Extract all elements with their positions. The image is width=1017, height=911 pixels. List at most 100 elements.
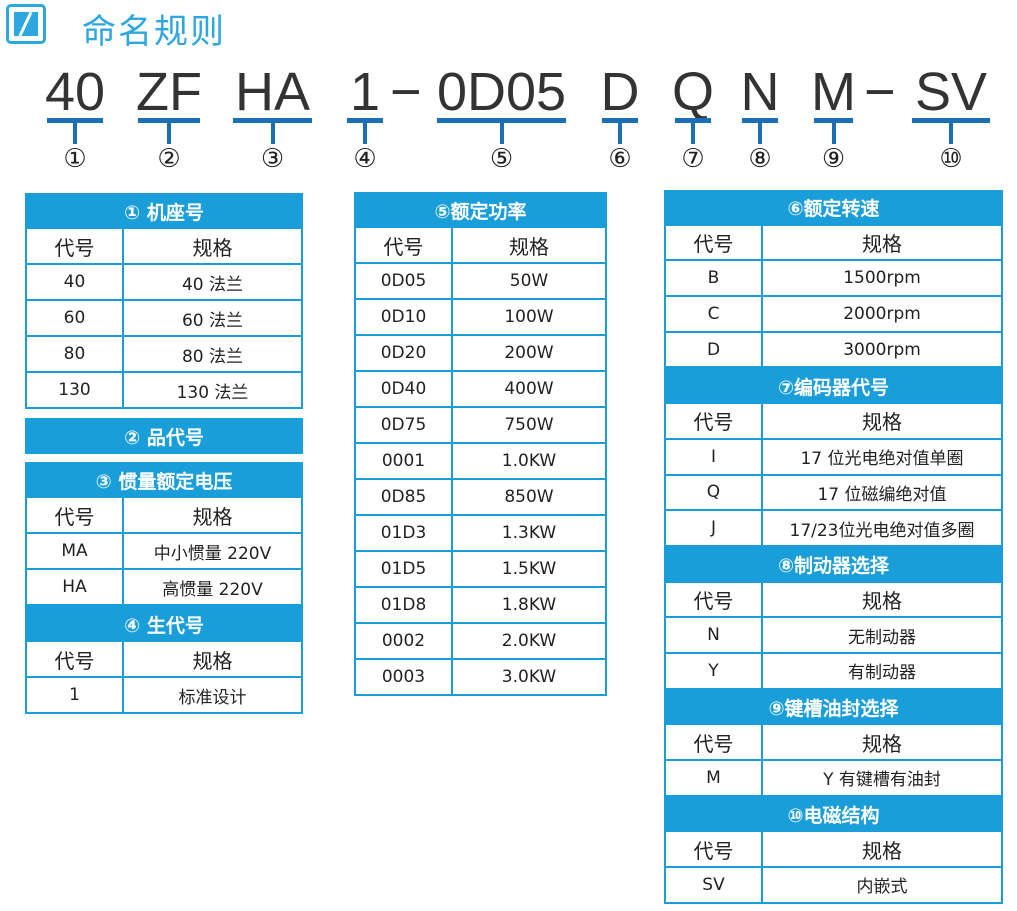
column-header-spec: 规格 (862, 838, 902, 863)
code-cell: 0003 (356, 660, 453, 694)
code-segment: M (811, 62, 856, 122)
table-row: 0D20 200W (354, 336, 607, 372)
code-cell: B (666, 261, 763, 296)
segment-underline (437, 118, 566, 123)
table-header-row: 代号 规格 (664, 404, 1003, 440)
code-cell: 60 (27, 301, 124, 335)
table-row: 0D75 750W (354, 408, 607, 444)
segment-marker: ⑧ (748, 144, 772, 174)
segment-underline (347, 118, 383, 123)
code-cell: SV (666, 868, 763, 902)
right-spec-tables: ⑥额定转速 代号 规格 B 1500rpm C 2000rpm D 3000rp… (664, 190, 1003, 904)
spec-cell: 200W (504, 343, 554, 363)
column-header-spec: 规格 (862, 410, 902, 435)
code-cell: M (666, 761, 763, 795)
section-header: ④ 生代号 (25, 606, 303, 642)
table-row: 0002 2.0KW (354, 624, 607, 660)
table-row: 60 60 法兰 (25, 301, 303, 337)
segment-marker: ⑩ (939, 144, 963, 174)
code-cell: Y (666, 653, 763, 688)
segment-connector (167, 122, 171, 144)
table-header-row: 代号 规格 (664, 832, 1003, 869)
table-row: C 2000rpm (664, 297, 1003, 333)
segment-connector (270, 122, 275, 144)
code-cell: MA (27, 534, 124, 568)
table-header-row: 代号 规格 (664, 725, 1003, 761)
section-header: ② 品代号 (25, 418, 303, 454)
segment-underline (233, 118, 312, 123)
spec-cell: 无制动器 (848, 627, 916, 648)
column-header-code: 代号 (666, 832, 763, 867)
code-segment: Q (671, 62, 714, 122)
spec-cell: 内嵌式 (856, 877, 908, 898)
spec-cell: 1.5KW (501, 559, 557, 579)
code-cell: 1 (27, 678, 124, 712)
code-separator: − (390, 62, 422, 122)
code-cell: 0002 (356, 624, 453, 658)
code-cell: C (666, 297, 763, 331)
table-row: 0D85 850W (354, 480, 607, 516)
code-segment: 1 (349, 62, 381, 122)
column-header-code: 代号 (356, 228, 453, 262)
segment-marker: ③ (260, 144, 285, 174)
code-cell: Q (666, 475, 763, 510)
column-header-code: 代号 (666, 404, 763, 438)
table-row: N 无制动器 (664, 618, 1003, 654)
code-cell: 0D10 (356, 300, 453, 334)
table-header-row: 代号 规格 (25, 229, 303, 265)
code-cell: 01D8 (356, 588, 453, 622)
section-header: ⑤额定功率 (354, 192, 607, 228)
table-row: 01D3 1.3KW (354, 516, 607, 552)
table-row: 0001 1.0KW (354, 444, 607, 480)
spec-cell: 400W (504, 379, 554, 399)
spec-cell: 中小惯量 220V (153, 543, 272, 564)
code-cell: 0D85 (356, 480, 453, 514)
code-cell: D (666, 332, 763, 367)
column-header-code: 代号 (27, 229, 124, 263)
code-separator: − (864, 62, 896, 122)
spec-cell: 17 位磁编绝对值 (817, 484, 947, 505)
code-segment: N (740, 62, 780, 122)
column-header-code: 代号 (666, 225, 763, 260)
spec-cell: 750W (504, 415, 554, 435)
table-row: I 17 位光电绝对值单圈 (664, 439, 1003, 476)
table-row: Q 17 位磁编绝对值 (664, 475, 1003, 512)
section-header: ⑩电磁结构 (664, 796, 1003, 833)
segment-marker: ⑤ (489, 144, 514, 174)
table-row: J 17/23位光电绝对值多圈 (664, 511, 1003, 547)
column-header-spec: 规格 (862, 232, 902, 257)
table-header-row: 代号 规格 (25, 642, 303, 678)
segment-connector (831, 122, 836, 144)
table-header-row: 代号 规格 (664, 582, 1003, 619)
segment-underline (47, 118, 103, 123)
page-title: 命名规则 (82, 12, 226, 52)
section-header: ⑦编码器代号 (664, 368, 1003, 405)
segment-connector (691, 122, 695, 144)
spec-cell: 1.8KW (501, 595, 557, 615)
table-header-row: 代号 规格 (25, 498, 303, 534)
spec-cell: 3.0KW (501, 667, 557, 687)
table-row: 40 40 法兰 (25, 265, 303, 301)
spec-cell: 17/23位光电绝对值多圈 (789, 520, 975, 541)
section-header: ① 机座号 (25, 193, 303, 229)
segment-connector (949, 122, 953, 144)
spec-cell: 130 法兰 (176, 382, 249, 403)
segment-connector (499, 122, 504, 144)
table-row: D 3000rpm (664, 332, 1003, 369)
segment-connector (618, 122, 622, 144)
segment-underline (602, 118, 638, 123)
code-cell: 0001 (356, 444, 453, 478)
column-header-code: 代号 (666, 725, 763, 759)
column-header-spec: 规格 (509, 234, 549, 259)
code-cell: I (666, 439, 763, 474)
code-segment: HA (234, 62, 310, 122)
segment-underline (912, 118, 990, 123)
spec-cell: 80 法兰 (181, 346, 244, 367)
code-cell: N (666, 618, 763, 652)
code-cell: 130 (27, 373, 124, 407)
spec-cell: 2.0KW (501, 631, 557, 651)
segment-connector (363, 122, 367, 144)
left-spec-tables: ① 机座号 代号 规格 40 40 法兰 60 60 法兰 80 80 法兰 1… (25, 193, 303, 714)
spec-cell: 3000rpm (843, 339, 921, 360)
table-row: HA 高惯量 220V (25, 570, 303, 606)
